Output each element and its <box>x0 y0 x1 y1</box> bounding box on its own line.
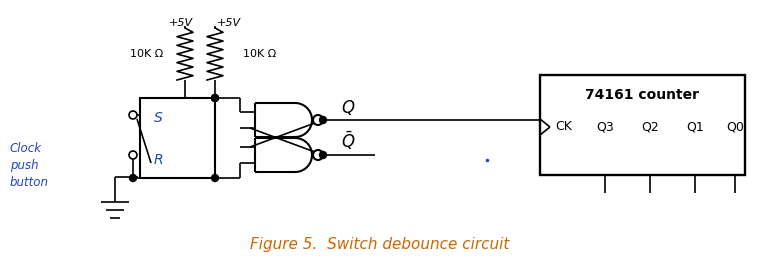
Circle shape <box>319 151 326 158</box>
Circle shape <box>313 115 323 125</box>
Text: CK: CK <box>555 121 572 133</box>
Bar <box>540 75 745 175</box>
Text: 74161 counter: 74161 counter <box>585 88 699 102</box>
Text: Q: Q <box>341 99 354 117</box>
Text: +5V: +5V <box>169 18 193 28</box>
Text: Q1: Q1 <box>686 121 704 133</box>
Text: R: R <box>154 153 164 167</box>
Circle shape <box>130 175 137 181</box>
Circle shape <box>212 94 219 102</box>
Text: Figure 5.  Switch debounce circuit: Figure 5. Switch debounce circuit <box>250 238 509 252</box>
Text: Q2: Q2 <box>641 121 659 133</box>
Text: Q0: Q0 <box>726 121 744 133</box>
Text: +5V: +5V <box>217 18 241 28</box>
Circle shape <box>212 94 219 102</box>
Circle shape <box>212 175 219 181</box>
Text: 10K Ω: 10K Ω <box>243 49 276 59</box>
Bar <box>140 98 215 178</box>
Circle shape <box>129 151 137 159</box>
Circle shape <box>313 150 323 160</box>
Circle shape <box>319 116 326 123</box>
Text: 10K Ω: 10K Ω <box>130 49 163 59</box>
Text: Q3: Q3 <box>596 121 614 133</box>
Text: $\bar{Q}$: $\bar{Q}$ <box>341 130 356 152</box>
Text: Clock
push
button: Clock push button <box>10 141 49 188</box>
Circle shape <box>129 111 137 119</box>
Text: S: S <box>154 111 163 125</box>
